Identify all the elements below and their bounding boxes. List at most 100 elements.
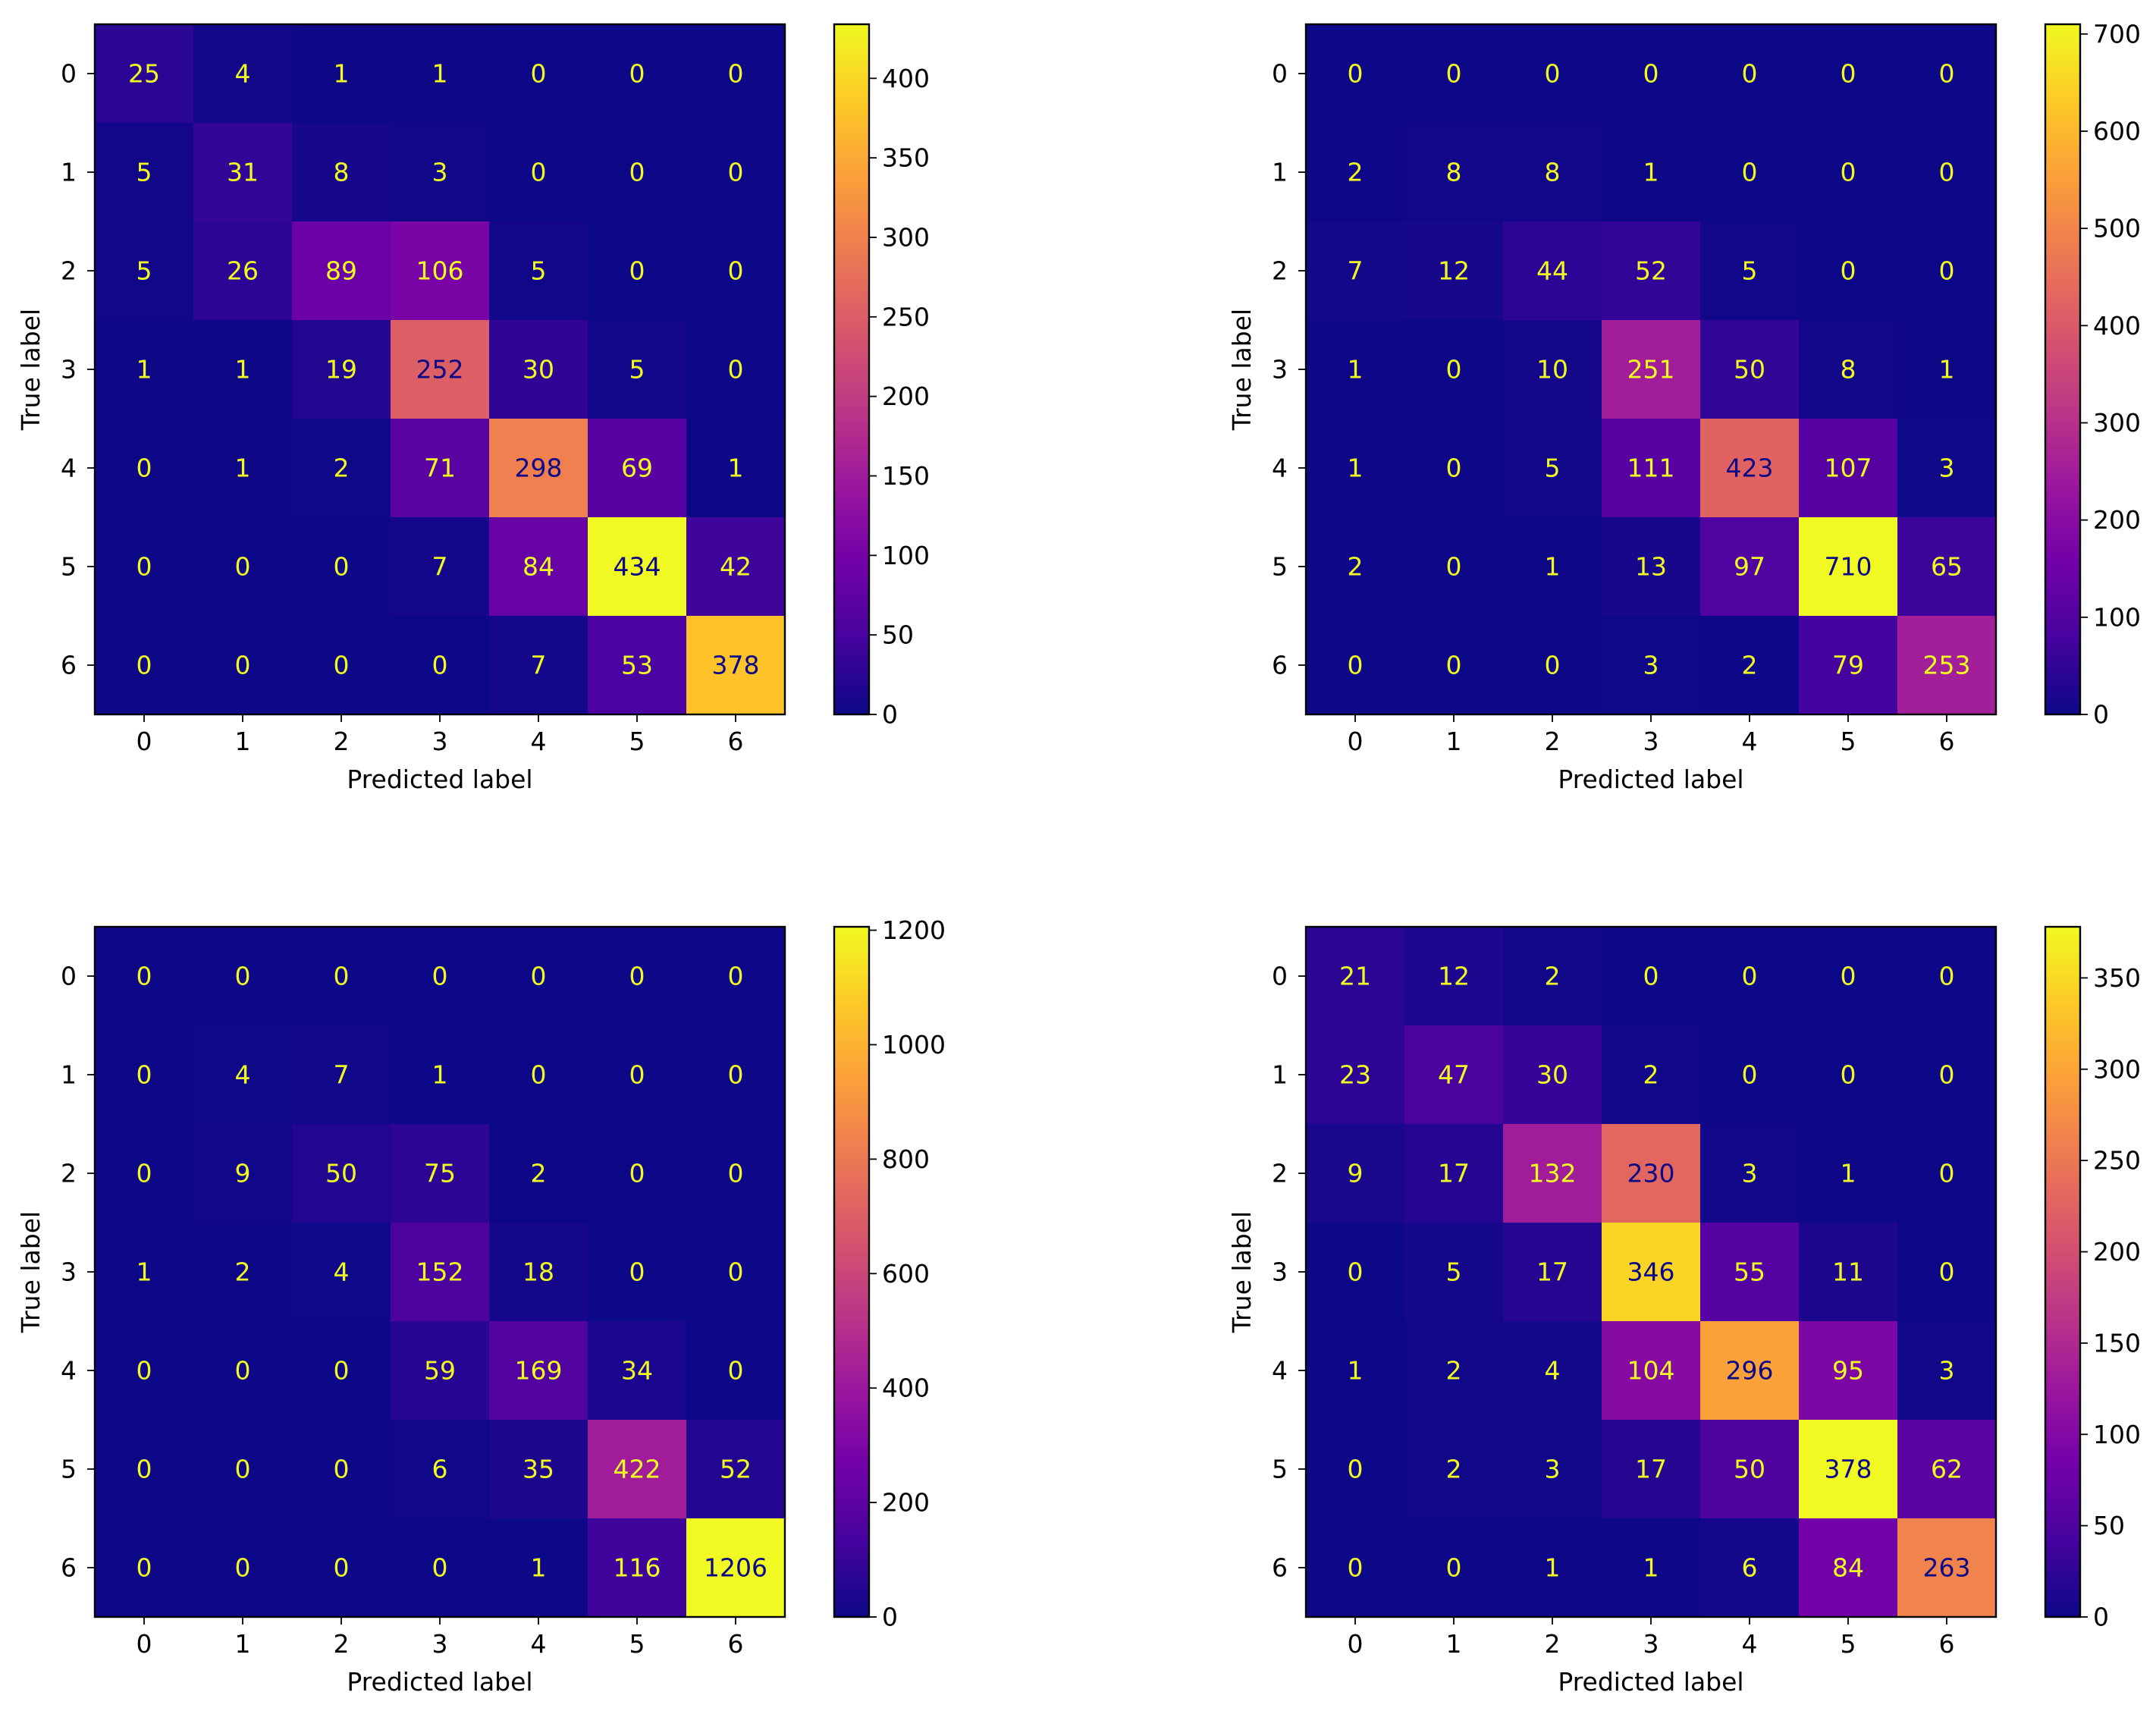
cell-value-label: 0 [629, 1257, 645, 1287]
cell-value-label: 1 [334, 59, 350, 89]
heatmap-cell [1503, 1321, 1602, 1421]
cell-value-label: 0 [235, 1455, 251, 1484]
colorbar-tick-label: 400 [2093, 311, 2141, 341]
heatmap-cell [1799, 221, 1898, 321]
heatmap-cell [1306, 1420, 1405, 1519]
y-tick-label: 5 [61, 552, 77, 582]
heatmap-cell [1404, 320, 1504, 419]
x-axis-label: Predicted label [1558, 764, 1743, 794]
heatmap-cell [1306, 1124, 1405, 1223]
x-tick-label: 0 [137, 727, 152, 756]
cell-value-label: 6 [432, 1455, 448, 1484]
heatmap-cell [292, 1223, 391, 1322]
cell-value-label: 21 [1339, 962, 1371, 991]
heatmap-cell [588, 1025, 687, 1125]
cell-value-label: 1 [137, 1257, 152, 1287]
cell-value-label: 0 [1446, 59, 1462, 89]
heatmap-cell [1700, 517, 1800, 617]
heatmap-cell [1799, 1420, 1898, 1519]
heatmap-cell [1503, 320, 1602, 419]
cell-value-label: 1 [432, 59, 448, 89]
cell-value-label: 0 [137, 1356, 152, 1386]
cell-value-label: 62 [1931, 1455, 1963, 1484]
colorbar-tick-label: 1000 [882, 1030, 946, 1060]
cell-value-label: 0 [531, 962, 547, 991]
cell-value-label: 75 [424, 1159, 456, 1188]
cell-value-label: 0 [137, 1159, 152, 1188]
cell-value-label: 0 [1348, 651, 1364, 680]
heatmap-cell [1404, 1518, 1504, 1618]
cell-value-label: 5 [629, 355, 645, 385]
heatmap-cell [95, 221, 194, 321]
heatmap-cell [1700, 1025, 1800, 1125]
heatmap-cell [489, 517, 588, 617]
cell-value-label: 0 [629, 256, 645, 286]
cell-value-label: 0 [1742, 962, 1758, 991]
heatmap-cell [193, 1124, 293, 1223]
cell-value-label: 69 [621, 454, 653, 483]
cell-value-label: 0 [728, 59, 744, 89]
colorbar-tick-label: 200 [882, 381, 930, 411]
cell-value-label: 3 [1939, 454, 1955, 483]
heatmap-cell [193, 221, 293, 321]
y-tick-label: 5 [1272, 1455, 1288, 1484]
heatmap-cell [686, 1321, 786, 1421]
cell-value-label: 0 [1643, 962, 1659, 991]
heatmap-cell [588, 419, 687, 518]
cell-value-label: 7 [531, 651, 547, 680]
colorbar-frame [2044, 925, 2082, 1618]
cell-value-label: 6 [1742, 1553, 1758, 1583]
heatmap-cell [1503, 517, 1602, 617]
cell-value-label: 5 [137, 256, 152, 286]
heatmap-cell [292, 1321, 391, 1421]
heatmap-cell [1404, 1420, 1504, 1519]
heatmap-cell [1700, 927, 1800, 1026]
heatmap-cell [1799, 1321, 1898, 1421]
heatmap-cell [1602, 1420, 1701, 1519]
x-tick-label: 5 [1841, 727, 1856, 756]
heatmap-cell [1897, 1025, 1997, 1125]
cell-value-label: 8 [1841, 355, 1856, 385]
heatmap-cell [1897, 1321, 1997, 1421]
heatmap-cell [686, 517, 786, 617]
y-tick-label: 1 [61, 158, 77, 187]
heatmap-cell [391, 320, 490, 419]
heatmap-cell [686, 1025, 786, 1125]
cell-value-label: 0 [137, 962, 152, 991]
cell-value-label: 50 [325, 1159, 357, 1188]
cell-value-label: 0 [1545, 651, 1561, 680]
heatmap-cell [1700, 616, 1800, 715]
heatmap-cell [1306, 123, 1405, 222]
heatmap-cell [686, 221, 786, 321]
cell-value-label: 378 [1825, 1455, 1872, 1484]
x-tick-label: 3 [432, 727, 448, 756]
cell-value-label: 3 [1939, 1356, 1955, 1386]
colorbar-tick-label: 500 [2093, 214, 2141, 243]
y-tick-label: 4 [1272, 1356, 1288, 1386]
heatmap-cell [1503, 1518, 1602, 1618]
cell-value-label: 0 [1841, 962, 1856, 991]
cell-value-label: 0 [137, 552, 152, 582]
cell-value-label: 17 [1635, 1455, 1667, 1484]
cell-value-label: 30 [1536, 1060, 1568, 1090]
heatmap-cell [686, 1124, 786, 1223]
x-tick-label: 0 [1348, 1629, 1364, 1659]
cell-value-label: 0 [1446, 552, 1462, 582]
y-tick-label: 3 [1272, 1257, 1288, 1287]
heatmap-cell [686, 419, 786, 518]
cell-value-label: 12 [1438, 962, 1470, 991]
heatmap-cell [1306, 927, 1405, 1026]
cell-value-label: 0 [235, 1553, 251, 1583]
heatmap-cell [588, 1420, 687, 1519]
cell-value-label: 0 [334, 1553, 350, 1583]
cell-value-label: 7 [432, 552, 448, 582]
cell-value-label: 52 [720, 1455, 752, 1484]
cell-value-label: 0 [629, 962, 645, 991]
heatmap-cell [1602, 24, 1701, 124]
x-axis-label: Predicted label [1558, 1667, 1743, 1697]
confusion-matrix-panel-3: 0 0 0 0 0 0 00 4 7 1 0 0 00 9 50 75 2 0 01 2 4 152 18 0 00 0 0 59 16… [16, 915, 946, 1697]
heatmap-cell [686, 1518, 786, 1618]
y-tick-label: 2 [61, 256, 77, 286]
cell-value-label: 298 [515, 454, 563, 483]
cell-value-label: 0 [1841, 59, 1856, 89]
